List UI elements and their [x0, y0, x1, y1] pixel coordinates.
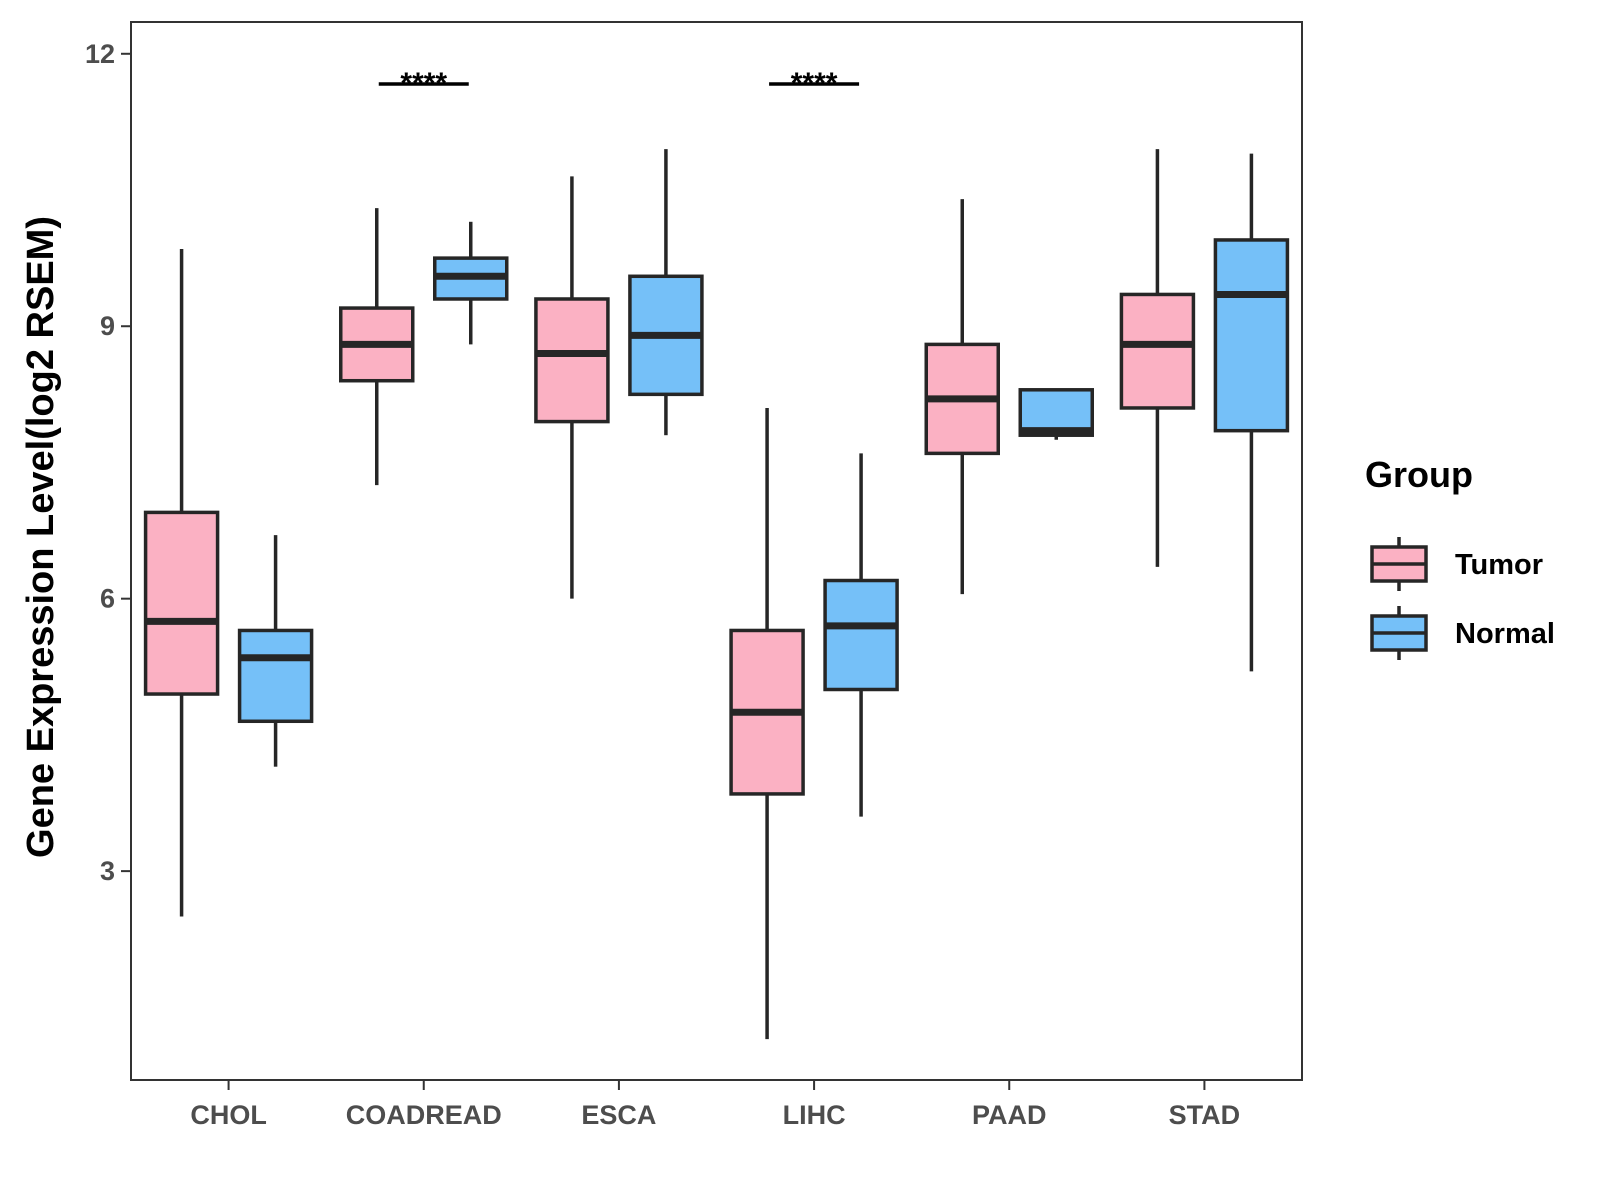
- legend-label-tumor: Tumor: [1455, 549, 1543, 581]
- x-tick-label: PAAD: [972, 1100, 1047, 1130]
- legend-title: Group: [1365, 454, 1473, 495]
- legend: Group Tumor Normal: [1365, 454, 1555, 660]
- box-tumor-paad: [924, 199, 1000, 595]
- x-tick-label: LIHC: [783, 1100, 846, 1130]
- plot-panel-border: [130, 21, 1303, 1081]
- x-tick-label: STAD: [1169, 1100, 1241, 1130]
- x-tick-label: ESCA: [581, 1100, 656, 1130]
- box-normal-stad: [1213, 153, 1290, 672]
- box-normal-lihc: [823, 453, 899, 817]
- legend-label-normal: Normal: [1455, 618, 1555, 650]
- box-normal-paad: [1018, 388, 1094, 440]
- y-tick-label: 6: [100, 584, 115, 614]
- y-tick-label: 12: [85, 39, 115, 69]
- iqr-box: [237, 628, 314, 724]
- y-axis-title: Gene Expression Level(log2 RSEM): [20, 216, 62, 858]
- box-tumor-lihc: [729, 407, 805, 1040]
- axes: 3 6 9 12 CHOL COADREAD ESCA LIHC PAAD STAD: [85, 39, 1240, 1130]
- box-tumor-coadread: [339, 208, 415, 486]
- legend-key-tumor: [1370, 537, 1428, 591]
- y-tick-label: 3: [100, 856, 115, 886]
- box-tumor-esca: [534, 176, 610, 599]
- y-tick-label: 9: [100, 311, 115, 341]
- box-tumor-stad: [1119, 149, 1196, 567]
- significance-label: ****: [791, 67, 838, 100]
- iqr-box: [823, 578, 899, 692]
- iqr-box: [1119, 292, 1196, 410]
- iqr-box: [534, 297, 610, 424]
- legend-key-normal: [1370, 606, 1428, 660]
- iqr-box: [1213, 238, 1290, 433]
- significance-label: ****: [400, 67, 447, 100]
- plot-area: **** ****: [130, 21, 1303, 1081]
- iqr-box: [143, 510, 220, 696]
- box-normal-esca: [628, 149, 704, 436]
- x-tick-label: COADREAD: [346, 1100, 502, 1130]
- box-tumor-chol: [143, 249, 220, 917]
- x-tick-label: CHOL: [190, 1100, 267, 1130]
- box-normal-coadread: [433, 221, 509, 345]
- box-normal-chol: [237, 535, 314, 767]
